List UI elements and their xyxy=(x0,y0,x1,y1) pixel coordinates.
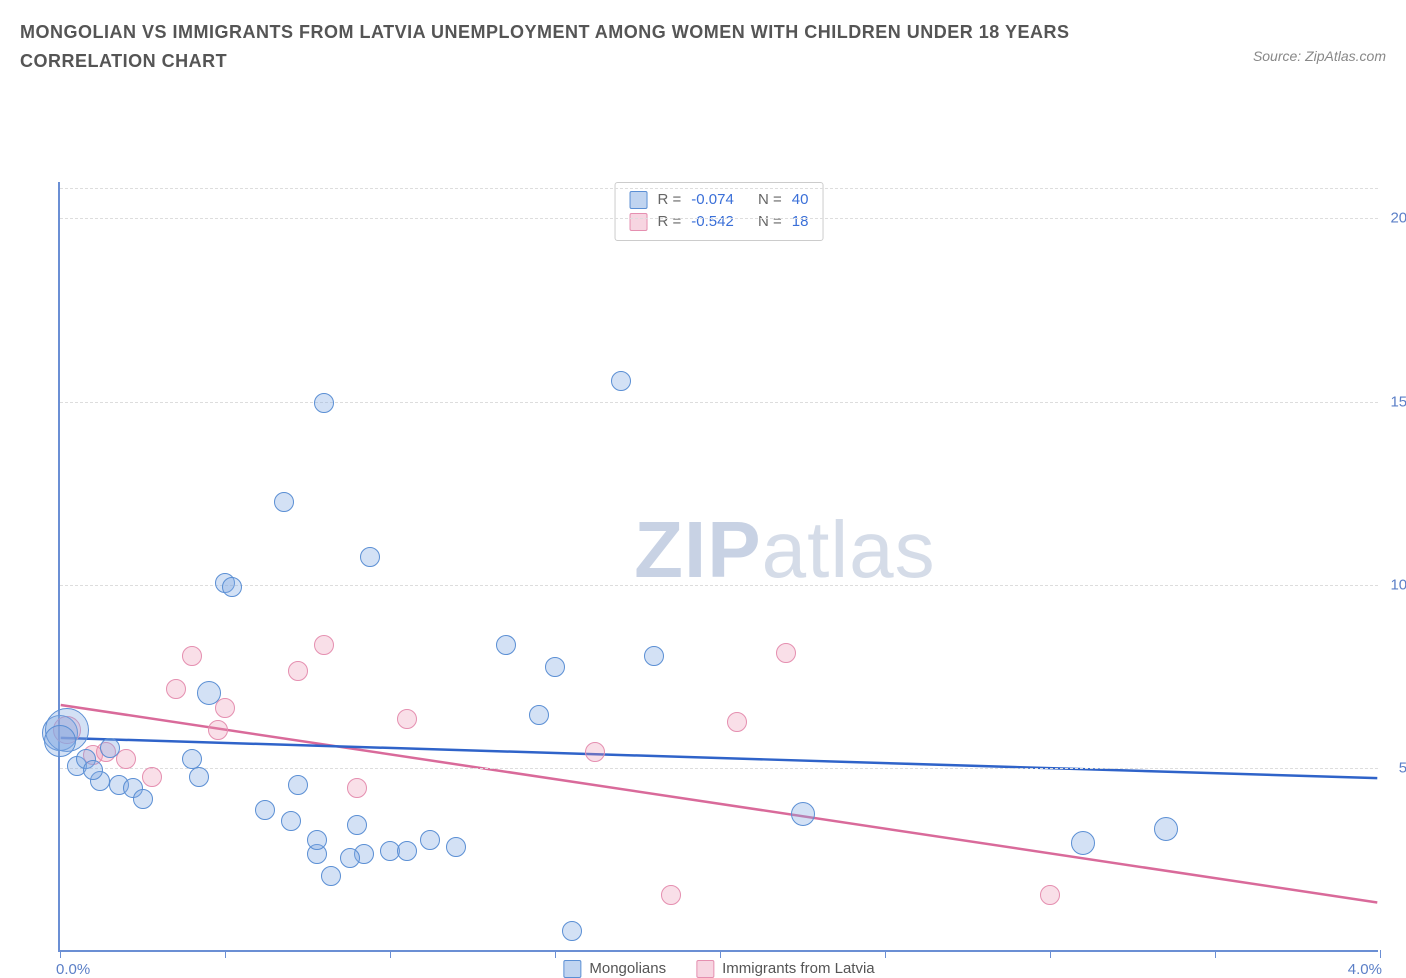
scatter-point-blue xyxy=(274,492,294,512)
legend-swatch-blue-icon xyxy=(563,960,581,978)
x-axis-right-label: 4.0% xyxy=(1348,961,1382,978)
scatter-point-pink xyxy=(314,635,334,655)
scatter-point-blue xyxy=(1071,831,1095,855)
gridline xyxy=(60,188,1378,189)
legend-label-pink: Immigrants from Latvia xyxy=(722,960,875,977)
scatter-point-blue xyxy=(420,830,440,850)
stat-blue-r: -0.074 xyxy=(691,189,734,212)
scatter-point-blue xyxy=(314,393,334,413)
scatter-point-blue xyxy=(189,767,209,787)
scatter-point-blue xyxy=(529,705,549,725)
scatter-point-blue xyxy=(321,866,341,886)
watermark-zip: ZIP xyxy=(634,505,761,594)
scatter-point-blue xyxy=(347,815,367,835)
trend-lines-svg xyxy=(60,182,1378,950)
scatter-point-pink xyxy=(182,646,202,666)
swatch-pink-icon xyxy=(630,213,648,231)
scatter-point-blue xyxy=(1154,817,1178,841)
scatter-point-blue xyxy=(100,738,120,758)
scatter-point-blue xyxy=(496,635,516,655)
legend-item-blue: Mongolians xyxy=(563,960,666,978)
scatter-point-blue xyxy=(307,830,327,850)
scatter-point-blue xyxy=(562,921,582,941)
scatter-point-pink xyxy=(776,643,796,663)
x-tick xyxy=(1380,950,1381,958)
x-tick xyxy=(1050,950,1051,958)
scatter-point-pink xyxy=(116,749,136,769)
x-tick xyxy=(720,950,721,958)
gridline xyxy=(60,585,1378,586)
scatter-point-pink xyxy=(397,709,417,729)
plot-area: ZIPatlas R = -0.074 N = 40 R = -0.542 N … xyxy=(58,182,1378,952)
stat-row-pink: R = -0.542 N = 18 xyxy=(630,211,809,234)
scatter-point-pink xyxy=(142,767,162,787)
stat-row-blue: R = -0.074 N = 40 xyxy=(630,189,809,212)
x-axis-left-label: 0.0% xyxy=(56,961,90,978)
scatter-point-pink xyxy=(208,720,228,740)
scatter-point-blue xyxy=(611,371,631,391)
scatter-point-blue xyxy=(83,760,103,780)
scatter-point-pink xyxy=(166,679,186,699)
scatter-point-blue xyxy=(340,848,360,868)
stat-pink-r: -0.542 xyxy=(691,211,734,234)
y-tick-label: 5.0% xyxy=(1399,760,1406,777)
gridline xyxy=(60,218,1378,219)
legend-item-pink: Immigrants from Latvia xyxy=(696,960,875,978)
scatter-point-blue xyxy=(446,837,466,857)
watermark: ZIPatlas xyxy=(634,504,935,596)
scatter-point-blue xyxy=(288,775,308,795)
y-tick-label: 15.0% xyxy=(1390,393,1406,410)
swatch-blue-icon xyxy=(630,191,648,209)
scatter-point-blue xyxy=(133,789,153,809)
scatter-point-pink xyxy=(727,712,747,732)
chart-source: Source: ZipAtlas.com xyxy=(1253,48,1386,64)
chart-header: MONGOLIAN VS IMMIGRANTS FROM LATVIA UNEM… xyxy=(0,0,1406,82)
x-tick xyxy=(885,950,886,958)
scatter-point-pink xyxy=(585,742,605,762)
scatter-point-pink xyxy=(1040,885,1060,905)
scatter-point-pink xyxy=(347,778,367,798)
stat-n-label: N = xyxy=(758,211,782,234)
scatter-point-pink xyxy=(661,885,681,905)
gridline xyxy=(60,768,1378,769)
scatter-point-blue xyxy=(360,547,380,567)
y-tick-label: 10.0% xyxy=(1390,576,1406,593)
chart-title: MONGOLIAN VS IMMIGRANTS FROM LATVIA UNEM… xyxy=(20,18,1170,76)
scatter-point-blue xyxy=(182,749,202,769)
scatter-point-blue xyxy=(791,802,815,826)
correlation-stats-box: R = -0.074 N = 40 R = -0.542 N = 18 xyxy=(615,182,824,241)
scatter-point-blue xyxy=(545,657,565,677)
stat-n-label: N = xyxy=(758,189,782,212)
y-tick-label: 20.0% xyxy=(1390,210,1406,227)
x-tick xyxy=(1215,950,1216,958)
stat-r-label: R = xyxy=(658,211,682,234)
scatter-point-blue xyxy=(255,800,275,820)
scatter-point-blue xyxy=(281,811,301,831)
stat-blue-n: 40 xyxy=(792,189,809,212)
legend-swatch-pink-icon xyxy=(696,960,714,978)
x-tick xyxy=(555,950,556,958)
scatter-point-blue xyxy=(44,725,76,757)
x-tick xyxy=(60,950,61,958)
stat-r-label: R = xyxy=(658,189,682,212)
stat-pink-n: 18 xyxy=(792,211,809,234)
gridline xyxy=(60,402,1378,403)
bottom-legend: Mongolians Immigrants from Latvia xyxy=(563,960,874,978)
x-tick xyxy=(390,950,391,958)
scatter-point-blue xyxy=(644,646,664,666)
scatter-point-pink xyxy=(288,661,308,681)
scatter-point-blue xyxy=(197,681,221,705)
scatter-point-blue xyxy=(397,841,417,861)
legend-label-blue: Mongolians xyxy=(589,960,666,977)
watermark-atlas: atlas xyxy=(762,505,936,594)
x-tick xyxy=(225,950,226,958)
trend-line xyxy=(61,737,1378,777)
scatter-point-blue xyxy=(222,577,242,597)
scatter-point-pink xyxy=(215,698,235,718)
